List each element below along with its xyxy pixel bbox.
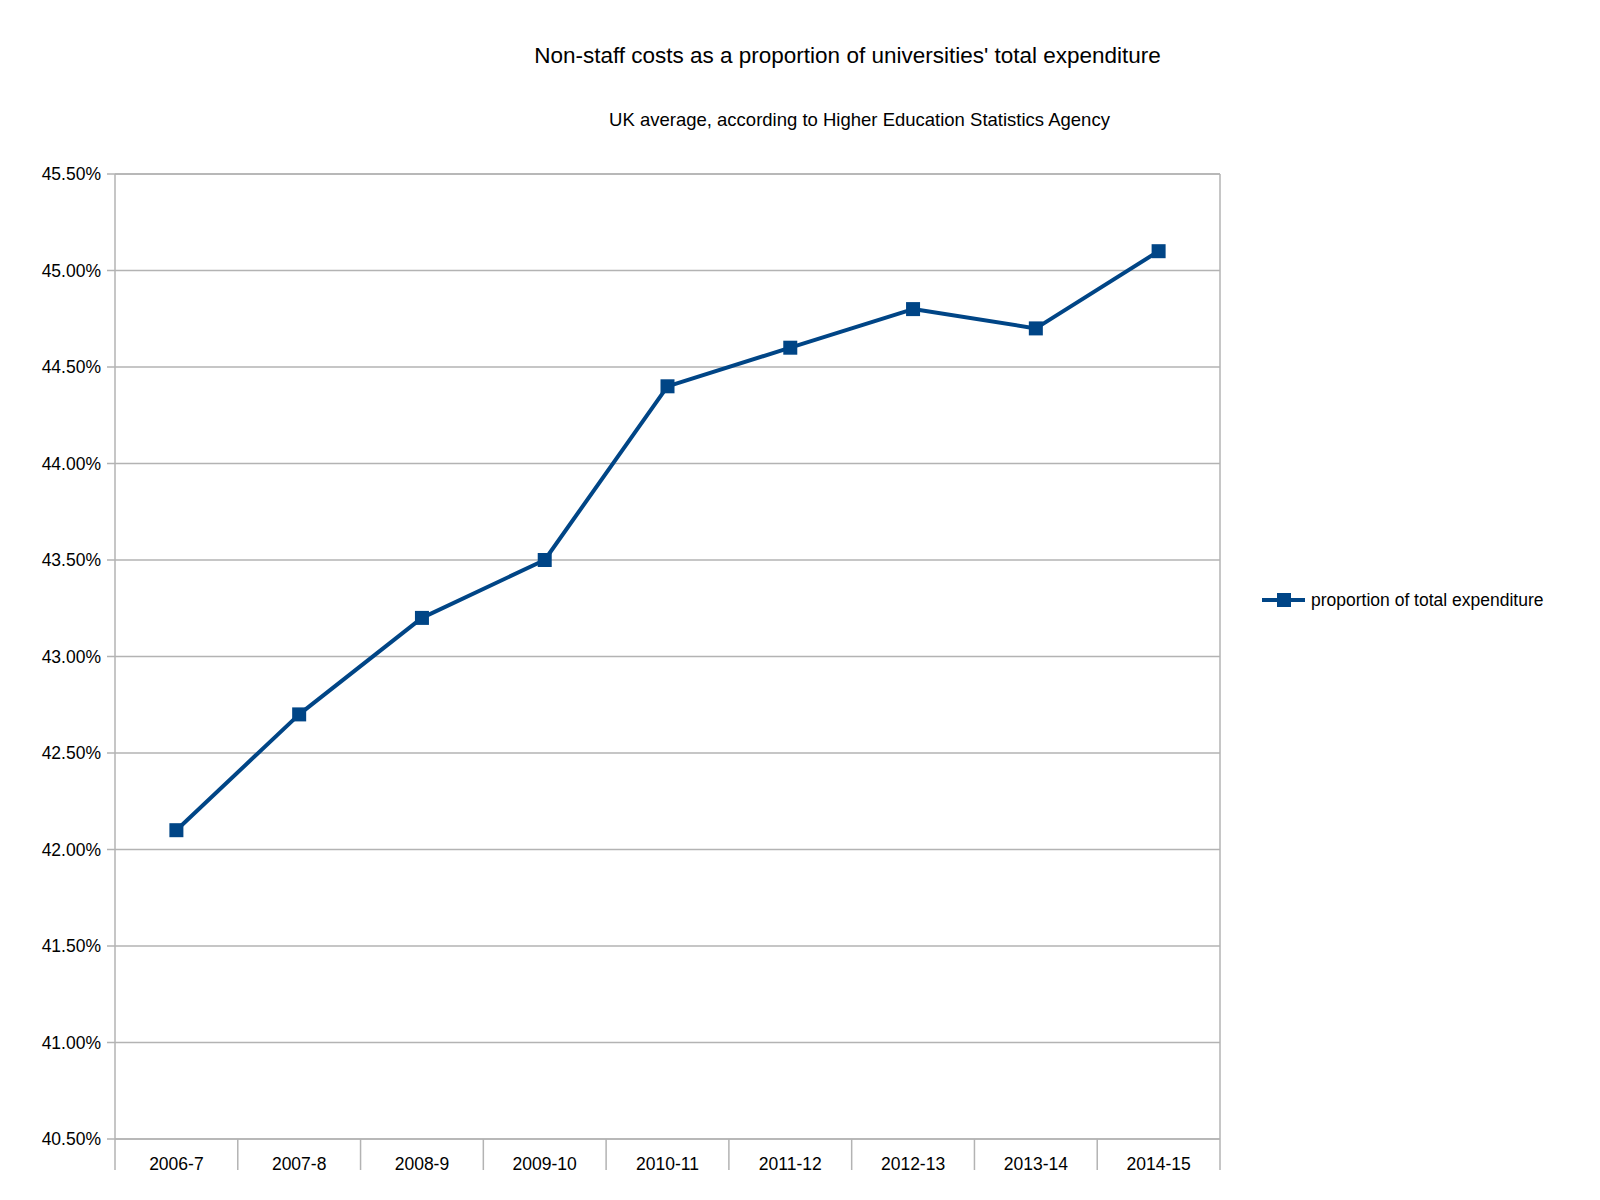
y-tick-label: 45.50% xyxy=(42,164,101,184)
x-tick-label: 2006-7 xyxy=(149,1154,204,1174)
grid-line xyxy=(115,270,1220,272)
x-tick xyxy=(114,1139,116,1170)
y-tick xyxy=(107,752,115,754)
y-tick-label: 42.50% xyxy=(42,743,101,763)
x-tick-label: 2010-11 xyxy=(636,1154,699,1174)
y-tick xyxy=(107,656,115,658)
y-tick xyxy=(107,559,115,561)
legend-label: proportion of total expenditure xyxy=(1311,590,1544,610)
marker xyxy=(906,302,920,316)
y-tick-label: 44.00% xyxy=(42,454,101,474)
grid-line xyxy=(115,752,1220,754)
marker xyxy=(169,823,183,837)
y-tick xyxy=(107,1138,115,1140)
x-tick xyxy=(237,1139,239,1170)
x-tick-label: 2012-13 xyxy=(881,1154,945,1174)
y-tick-label: 44.50% xyxy=(42,357,101,377)
y-tick-label: 43.00% xyxy=(42,647,101,667)
y-tick-label: 42.00% xyxy=(42,840,101,860)
marker xyxy=(538,553,552,567)
legend-marker xyxy=(1277,593,1291,607)
chart: Non-staff costs as a proportion of unive… xyxy=(0,0,1600,1200)
x-tick-label: 2008-9 xyxy=(395,1154,450,1174)
x-tick xyxy=(851,1139,853,1170)
y-tick-label: 40.50% xyxy=(42,1129,101,1149)
title: Non-staff costs as a proportion of unive… xyxy=(534,43,1161,68)
marker xyxy=(292,707,306,721)
marker xyxy=(1152,244,1166,258)
series-line xyxy=(176,251,1158,830)
x-tick-label: 2007-8 xyxy=(272,1154,327,1174)
plot-border xyxy=(1219,174,1221,1139)
y-tick-label: 41.50% xyxy=(42,936,101,956)
grid-line xyxy=(115,463,1220,465)
y-tick xyxy=(107,173,115,175)
y-tick xyxy=(107,849,115,851)
plot-area xyxy=(169,244,1165,837)
grid-line xyxy=(115,366,1220,368)
x-tick xyxy=(974,1139,976,1170)
marker xyxy=(1029,321,1043,335)
x-tick xyxy=(360,1139,362,1170)
y-tick-label: 41.00% xyxy=(42,1033,101,1053)
grid-line xyxy=(115,173,1220,175)
x-tick xyxy=(1219,1139,1221,1170)
y-tick-label: 43.50% xyxy=(42,550,101,570)
x-axis xyxy=(115,1138,1220,1140)
grid-line xyxy=(115,849,1220,851)
marker xyxy=(783,341,797,355)
grid-line xyxy=(115,559,1220,561)
grid-line xyxy=(115,1042,1220,1044)
x-tick xyxy=(483,1139,485,1170)
plot-border xyxy=(115,173,1220,175)
x-tick xyxy=(728,1139,730,1170)
x-tick xyxy=(1096,1139,1098,1170)
x-tick-label: 2014-15 xyxy=(1126,1154,1190,1174)
marker xyxy=(415,611,429,625)
x-tick xyxy=(605,1139,607,1170)
y-tick xyxy=(107,366,115,368)
y-tick-label: 45.00% xyxy=(42,261,101,281)
y-tick xyxy=(107,463,115,465)
y-tick xyxy=(107,945,115,947)
y-tick xyxy=(107,270,115,272)
subtitle: UK average, according to Higher Educatio… xyxy=(609,109,1111,130)
x-tick-label: 2011-12 xyxy=(759,1154,822,1174)
grid-line xyxy=(115,656,1220,658)
grid-line xyxy=(115,1138,1220,1140)
grid-line xyxy=(115,945,1220,947)
y-tick xyxy=(107,1042,115,1044)
marker xyxy=(661,379,675,393)
x-tick-label: 2013-14 xyxy=(1004,1154,1068,1174)
y-axis xyxy=(114,174,116,1139)
x-tick-label: 2009-10 xyxy=(513,1154,577,1174)
